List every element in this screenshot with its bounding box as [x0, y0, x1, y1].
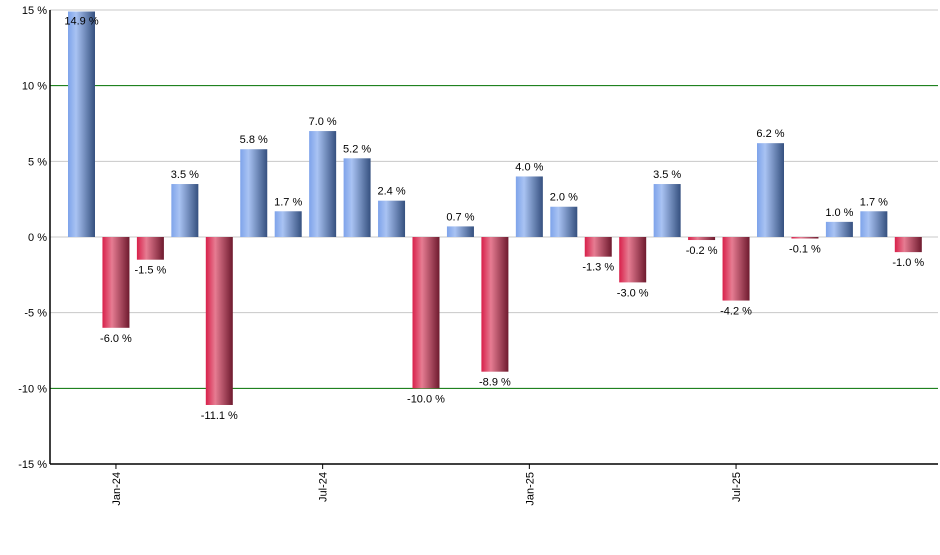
data-label: -3.0 % — [617, 287, 649, 299]
bar — [481, 237, 509, 372]
bar — [825, 221, 853, 237]
bar — [412, 237, 440, 389]
data-label: 2.0 % — [550, 192, 578, 204]
bar — [309, 131, 337, 237]
bar — [584, 237, 612, 257]
data-label: -10.0 % — [407, 393, 445, 405]
bar — [205, 237, 233, 405]
data-label: -0.1 % — [789, 244, 821, 256]
data-label: -8.9 % — [479, 377, 511, 389]
bar — [860, 211, 888, 237]
data-label: -1.3 % — [582, 262, 614, 274]
bar — [757, 143, 784, 237]
data-label: 2.4 % — [377, 186, 405, 198]
data-label: 1.7 % — [274, 196, 302, 208]
data-label: 4.0 % — [515, 161, 543, 173]
bar — [274, 211, 302, 237]
data-label: 1.0 % — [825, 207, 853, 219]
y-tick-label: 15 % — [22, 5, 47, 17]
y-tick-label: -15 % — [18, 459, 47, 471]
x-tick-label: Jul-24 — [318, 472, 330, 502]
bar — [550, 206, 578, 237]
data-label: -6.0 % — [100, 333, 132, 345]
bar — [791, 237, 819, 239]
bar — [688, 237, 716, 241]
data-label: 14.9 % — [64, 16, 98, 28]
bar — [515, 176, 543, 237]
y-tick-label: 5 % — [28, 156, 47, 168]
bar — [102, 237, 130, 328]
data-label: -1.5 % — [135, 265, 167, 277]
bar — [446, 226, 474, 237]
data-label: -4.2 % — [720, 306, 752, 318]
y-tick-label: 10 % — [22, 81, 47, 93]
bar — [378, 200, 406, 237]
bar — [136, 237, 164, 260]
y-tick-label: 0 % — [28, 232, 47, 244]
data-label: 5.8 % — [240, 134, 268, 146]
data-label: 5.2 % — [343, 143, 371, 155]
y-tick-label: -10 % — [18, 383, 47, 395]
data-label: -1.0 % — [892, 257, 924, 269]
x-tick-label: Jan-24 — [111, 472, 123, 506]
y-tick-label: -5 % — [24, 308, 47, 320]
data-label: 7.0 % — [309, 116, 337, 128]
data-label: 1.7 % — [860, 196, 888, 208]
x-tick-label: Jan-25 — [524, 472, 536, 506]
bar — [171, 184, 199, 237]
data-label: 3.5 % — [171, 169, 199, 181]
bar — [240, 149, 268, 237]
bar — [722, 237, 750, 301]
bar — [343, 158, 371, 237]
data-label: 6.2 % — [756, 128, 784, 140]
bar — [68, 11, 95, 237]
data-label: 3.5 % — [653, 169, 681, 181]
bar — [894, 237, 922, 253]
x-tick-label: Jul-25 — [731, 472, 743, 502]
data-label: -11.1 % — [201, 410, 238, 422]
data-label: 0.7 % — [446, 211, 474, 223]
bar — [619, 237, 647, 283]
bar — [653, 184, 681, 237]
data-label: -0.2 % — [686, 245, 718, 257]
